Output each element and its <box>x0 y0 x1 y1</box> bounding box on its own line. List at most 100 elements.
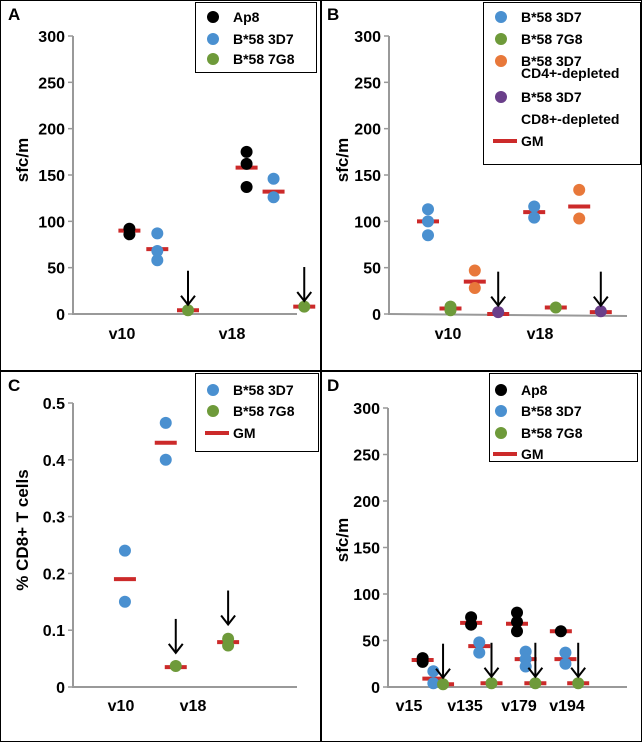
point-b-58-3d7-cd4-depleted <box>468 282 481 295</box>
point-b-58-3d7 <box>559 657 572 670</box>
legend-swatch-b-58-3d7 <box>207 384 219 396</box>
point-ap8 <box>511 606 523 619</box>
arrow-head <box>435 668 451 680</box>
point-b-58-3d7 <box>473 636 486 649</box>
point-b-58-7g8 <box>298 300 311 313</box>
legend-swatch-b-58-3d7 <box>207 33 219 45</box>
point-b-58-3d7 <box>422 215 434 228</box>
y-tick-label: 250 <box>353 448 380 465</box>
y-tick-label: 0.3 <box>43 510 65 527</box>
point-b-58-3d7 <box>528 211 541 224</box>
legend-swatch-ap8 <box>207 11 219 23</box>
legend-entry: CD4+-depleted <box>521 65 619 81</box>
panel-label: A <box>8 5 20 24</box>
point-b-58-3d7 <box>559 646 572 659</box>
legend-entry: B*58 3D7 <box>233 382 294 398</box>
arrow-marker <box>435 643 451 680</box>
point-ap8 <box>240 181 253 194</box>
x-category-label: v18 <box>527 326 554 343</box>
point-b-58-7g8 <box>444 304 457 317</box>
y-tick-label: 0 <box>372 307 381 324</box>
y-tick-label: 300 <box>353 401 380 418</box>
point-b-58-3d7 <box>118 595 131 608</box>
point-b-58-7g8 <box>485 677 498 690</box>
point-b-58-3d7 <box>118 544 131 557</box>
panel-d: D 0 50 100 150 200 250 300 sfc/m v15 v135 v179 v194 A… <box>321 371 642 742</box>
legend-entry: B*58 7G8 <box>233 51 295 67</box>
point-ap8 <box>465 618 478 631</box>
x-category-label: v10 <box>108 698 135 715</box>
legend-entry: Ap8 <box>233 9 260 25</box>
point-b-58-3d7 <box>267 191 280 204</box>
legend-entry: B*58 3D7 <box>521 9 582 25</box>
arrow-head <box>180 295 196 307</box>
legend-entry: B*58 3D7 <box>521 53 582 69</box>
y-tick-label: 300 <box>354 29 381 46</box>
point-b-58-3d7-cd4-depleted <box>573 212 586 225</box>
legend-entry: B*58 7G8 <box>233 403 295 419</box>
x-category-label: v18 <box>180 698 207 715</box>
legend: Ap8 B*58 3D7 B*58 7G8 <box>195 2 317 73</box>
legend-entry: Ap8 <box>521 382 548 398</box>
legend-entry: B*58 7G8 <box>521 425 583 441</box>
y-tick-label: 100 <box>38 214 65 231</box>
point-b-58-3d7 <box>427 665 440 678</box>
legend-entry: GM <box>521 446 544 462</box>
arrow-head <box>593 296 609 308</box>
y-tick-label: 0.2 <box>43 566 65 583</box>
x-category-label: v135 <box>447 698 483 715</box>
legend-swatch-ap8 <box>495 384 507 396</box>
legend-entry: B*58 3D7 <box>521 403 582 419</box>
arrow-marker <box>490 271 506 308</box>
legend-entry: B*58 3D7 <box>233 31 294 47</box>
panel-label: B <box>327 5 339 24</box>
panel-a: A 0 50 100 150 200 250 300 sfc/m v10 v18 Ap8 B*58 3D… <box>0 0 321 371</box>
point-b-58-3d7 <box>528 200 541 213</box>
y-tick-label: 250 <box>38 75 65 92</box>
y-tick-label: 50 <box>47 261 65 278</box>
y-axis-title: % CD8+ T cells <box>13 469 32 590</box>
point-b-58-3d7 <box>267 172 280 185</box>
legend-frame <box>489 373 638 462</box>
y-tick-label: 150 <box>353 541 380 558</box>
y-tick-label: 200 <box>353 494 380 511</box>
legend-entry: B*58 7G8 <box>521 31 583 47</box>
arrow-head <box>296 291 313 303</box>
point-ap8 <box>123 228 136 241</box>
legend: Ap8 B*58 3D7 B*58 7G8 GM <box>489 373 638 462</box>
panel-frame <box>0 0 321 371</box>
y-tick-label: 200 <box>354 122 381 139</box>
point-b-58-3d7 <box>427 677 440 690</box>
legend-entry: CD8+-depleted <box>521 111 619 127</box>
panel-label: C <box>8 376 20 395</box>
arrow-marker <box>593 271 609 308</box>
point-b-58-3d7 <box>159 416 172 429</box>
arrow-marker <box>167 618 184 655</box>
point-b-58-3d7-cd4-depleted <box>573 183 586 196</box>
point-b-58-3d7 <box>151 227 164 240</box>
panel-c: C 0 0.1 0.2 0.3 0.4 0.5 % CD8+ T cells v10 v18 B*5… <box>0 371 321 742</box>
y-tick-label: 150 <box>354 168 381 185</box>
point-b-58-3d7 <box>473 646 486 659</box>
point-ap8 <box>511 615 523 628</box>
point-b-58-3d7-cd8-depleted <box>594 305 607 318</box>
arrow-head <box>483 667 500 679</box>
x-category-label: v10 <box>435 326 462 343</box>
y-tick-label: 100 <box>354 214 381 231</box>
legend-entry: GM <box>521 133 544 149</box>
arrow-marker <box>180 270 196 307</box>
y-tick-label: 50 <box>362 634 380 651</box>
point-b-58-7g8 <box>572 677 585 690</box>
legend-swatch-b-58-3d7-cd4-depleted <box>495 55 507 67</box>
y-tick-label: 250 <box>354 75 381 92</box>
y-axis-title: sfc/m <box>13 138 32 182</box>
y-tick-label: 0 <box>56 307 65 324</box>
panel-label: D <box>327 376 339 395</box>
point-b-58-3d7 <box>159 453 172 466</box>
arrow-marker <box>527 642 544 679</box>
point-b-58-3d7 <box>422 229 434 242</box>
point-b-58-7g8 <box>529 677 542 690</box>
y-tick-label: 0.1 <box>43 623 65 640</box>
x-category-label: v194 <box>549 698 585 715</box>
